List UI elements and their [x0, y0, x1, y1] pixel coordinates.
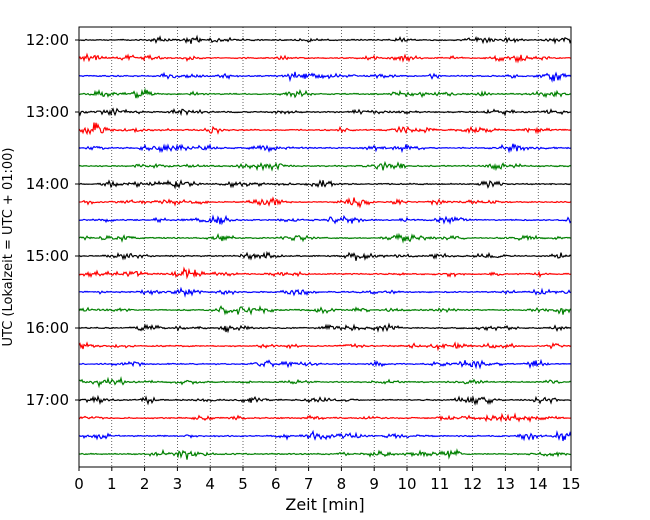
trace-9: [78, 196, 572, 209]
trace-14: [78, 286, 572, 298]
y-tick-label-2: 14:00: [26, 175, 69, 193]
plot-area: [79, 27, 571, 467]
y-axis-ticks: 12:00 13:00 14:00 15:00 16:00 17:00: [26, 31, 79, 409]
trace-3: [78, 87, 572, 99]
trace-7: [78, 160, 572, 172]
x-tick-label-9: 9: [369, 475, 379, 493]
seismic-traces: [78, 34, 572, 460]
trace-17: [78, 341, 572, 352]
x-axis-ticks: 0 1 2 3 4 5 6 7 8 9 10 11 12 13 14 15: [74, 467, 581, 493]
x-tick-label-3: 3: [173, 475, 183, 493]
x-tick-label-1: 1: [107, 475, 117, 493]
x-tick-label-11: 11: [430, 475, 449, 493]
trace-4: [78, 107, 572, 117]
trace-10: [78, 214, 572, 226]
trace-1: [78, 52, 572, 64]
trace-2: [78, 71, 572, 83]
trace-21: [78, 412, 572, 423]
x-tick-label-7: 7: [304, 475, 314, 493]
y-tick-label-5: 17:00: [26, 391, 69, 409]
x-tick-label-14: 14: [529, 475, 548, 493]
y-tick-label-0: 12:00: [26, 31, 69, 49]
trace-23: [78, 448, 572, 460]
x-tick-label-6: 6: [271, 475, 281, 493]
grid: [111, 27, 539, 467]
trace-19: [78, 375, 572, 389]
x-tick-label-4: 4: [205, 475, 215, 493]
x-tick-label-2: 2: [140, 475, 150, 493]
trace-22: [78, 429, 572, 442]
y-tick-label-1: 13:00: [26, 103, 69, 121]
x-tick-label-15: 15: [561, 475, 580, 493]
trace-0: [78, 34, 572, 45]
trace-5: [78, 122, 572, 136]
y-axis-label: UTC (Lokalzeit = UTC + 01:00): [1, 148, 16, 347]
trace-12: [78, 250, 572, 261]
x-tick-label-10: 10: [397, 475, 416, 493]
plot-frame: [78, 26, 572, 468]
trace-16: [78, 322, 572, 334]
trace-8: [78, 179, 572, 190]
y-tick-label-3: 15:00: [26, 247, 69, 265]
trace-20: [78, 394, 572, 406]
trace-11: [78, 232, 572, 244]
x-tick-label-8: 8: [337, 475, 347, 493]
x-tick-label-5: 5: [238, 475, 248, 493]
x-tick-label-13: 13: [496, 475, 515, 493]
y-tick-label-4: 16:00: [26, 319, 69, 337]
trace-15: [78, 305, 572, 316]
trace-18: [78, 358, 572, 370]
trace-6: [78, 143, 572, 154]
trace-13: [78, 266, 572, 280]
x-axis-label: Zeit [min]: [285, 495, 364, 514]
x-tick-label-0: 0: [74, 475, 84, 493]
x-tick-label-12: 12: [463, 475, 482, 493]
